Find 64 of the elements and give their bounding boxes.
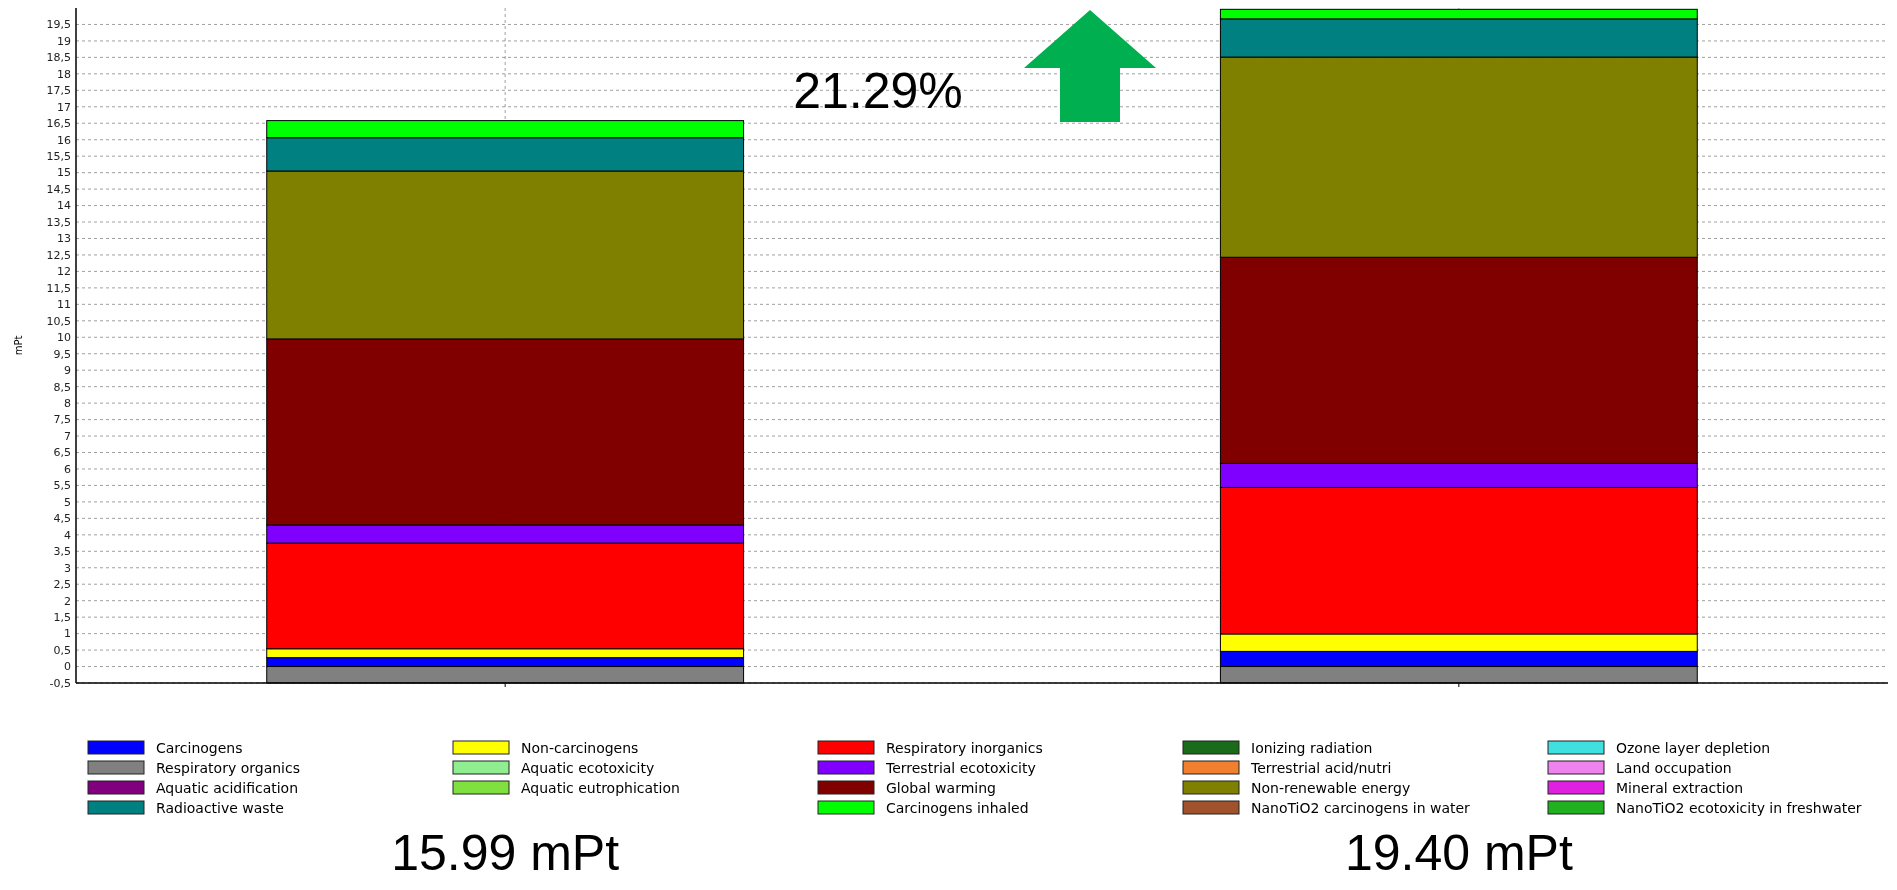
- legend-label: Aquatic eutrophication: [521, 779, 680, 796]
- y-tick-label: 19: [57, 34, 71, 48]
- y-tick-label: 13: [57, 232, 71, 246]
- y-tick-label: 0: [64, 660, 71, 674]
- legend-label: Aquatic acidification: [156, 779, 299, 796]
- y-tick-label: 12: [57, 265, 71, 279]
- y-tick-label: 11: [57, 298, 71, 312]
- y-tick-label: -0,5: [49, 676, 71, 690]
- legend-label: Terrestrial ecotoxicity: [885, 759, 1036, 776]
- legend-label: Global warming: [886, 779, 996, 796]
- y-tick-label: 1: [64, 627, 71, 641]
- y-tick-label: 3: [64, 561, 71, 575]
- legend-label: NanoTiO2 ecotoxicity in freshwater: [1616, 799, 1862, 816]
- y-tick-label: 14,5: [46, 182, 71, 196]
- y-tick-label: 4,5: [53, 512, 71, 526]
- y-tick-label: 13,5: [46, 215, 71, 229]
- y-tick-label: 5,5: [53, 479, 71, 493]
- legend-label: NanoTiO2 carcinogens in water: [1251, 799, 1471, 816]
- legend-label: Radioactive waste: [156, 799, 284, 816]
- legend-label: Carcinogens inhaled: [886, 799, 1029, 816]
- y-tick-label: 19,5: [46, 18, 71, 32]
- y-tick-label: 18,5: [46, 51, 71, 65]
- y-tick-label: 17: [57, 100, 71, 114]
- y-tick-label: 15,5: [46, 150, 71, 164]
- y-tick-label: 9,5: [53, 347, 71, 361]
- y-tick-label: 10: [57, 331, 71, 345]
- legend-label: Aquatic ecotoxicity: [521, 759, 655, 776]
- y-tick-label: 2: [64, 594, 71, 608]
- y-tick-label: 9: [64, 364, 71, 378]
- legend-label: Ionizing radiation: [1251, 739, 1373, 756]
- y-tick-label: 14: [57, 199, 71, 213]
- y-tick-label: 4: [64, 528, 71, 542]
- text: 15.99 mPt: [391, 825, 620, 881]
- y-tick-label: 8: [64, 396, 71, 410]
- legend-label: Land occupation: [1616, 759, 1732, 776]
- legend-label: Carcinogens: [156, 739, 243, 756]
- y-tick-label: 16,5: [46, 117, 71, 131]
- y-tick-label: 7,5: [53, 413, 71, 427]
- annotation: 21.29%: [793, 63, 963, 119]
- legend-label: Respiratory organics: [156, 759, 300, 776]
- legend-label: Non-renewable energy: [1251, 779, 1411, 796]
- y-tick-label: 11,5: [46, 281, 71, 295]
- y-tick-label: 6: [64, 462, 71, 476]
- legend-label: Non-carcinogens: [521, 739, 639, 756]
- text: 19.40 mPt: [1344, 825, 1573, 881]
- y-tick-label: 5: [64, 495, 71, 509]
- y-tick-label: 17,5: [46, 84, 71, 98]
- y-tick-label: 12,5: [46, 248, 71, 262]
- y-tick-label: 3,5: [53, 545, 71, 559]
- y-tick-label: 1,5: [53, 611, 71, 624]
- legend-label: Ozone layer depletion: [1616, 739, 1771, 756]
- y-tick-label: 0,5: [53, 643, 71, 657]
- y-tick-label: 18: [57, 67, 71, 81]
- y-tick-label: 15: [57, 166, 71, 180]
- legend-label: Mineral extraction: [1616, 779, 1744, 796]
- y-tick-label: 7: [64, 429, 71, 443]
- y-tick-label: 8,5: [53, 380, 71, 394]
- y-tick-label: 16: [57, 133, 71, 147]
- legend-label: Terrestrial acid/nutri: [1250, 759, 1392, 776]
- legend-label: Respiratory inorganics: [886, 739, 1043, 756]
- y-axis-title: mPt: [13, 335, 24, 356]
- y-tick-label: 6,5: [53, 446, 71, 460]
- y-tick-label: 10,5: [46, 314, 71, 328]
- y-tick-label: 2,5: [53, 578, 71, 592]
